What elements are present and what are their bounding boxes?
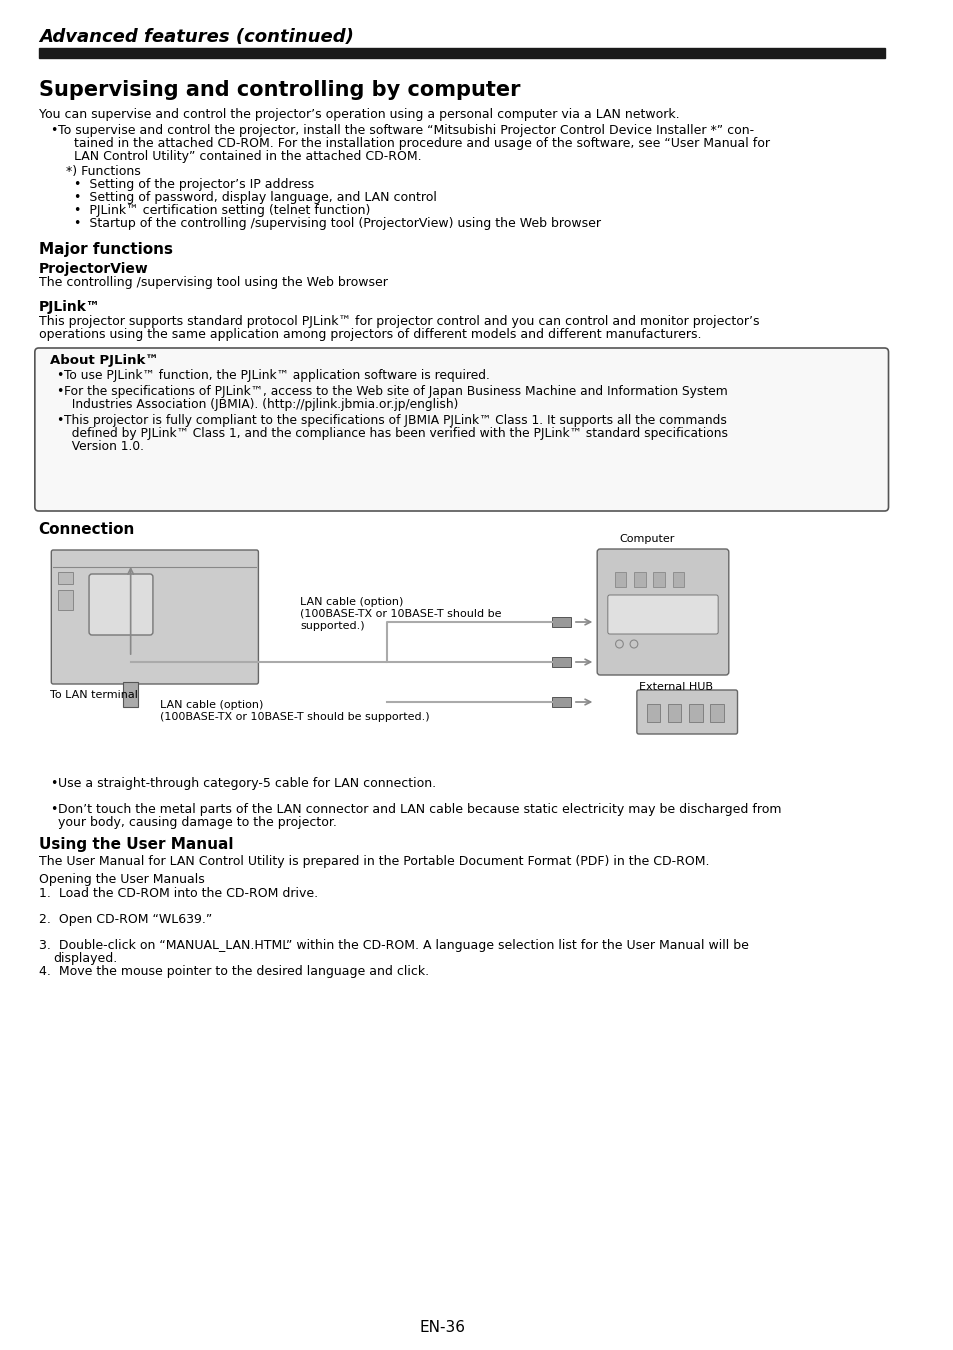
Bar	[653, 572, 664, 587]
Text: You can supervise and control the projector’s operation using a personal compute: You can supervise and control the projec…	[39, 108, 679, 122]
Text: •  PJLink™ certification setting (telnet function): • PJLink™ certification setting (telnet …	[73, 204, 370, 217]
FancyBboxPatch shape	[597, 549, 728, 675]
Bar	[58, 590, 72, 610]
Text: Connection: Connection	[39, 522, 135, 537]
Text: To use PJLink™ function, the PJLink™ application software is required.: To use PJLink™ function, the PJLink™ app…	[64, 369, 489, 382]
Text: 2.  Open CD-ROM “WL639.”: 2. Open CD-ROM “WL639.”	[39, 913, 212, 926]
Text: External HUB: External HUB	[639, 682, 712, 693]
Text: To LAN terminal: To LAN terminal	[51, 690, 138, 701]
Bar	[614, 572, 625, 587]
Bar	[672, 572, 683, 587]
Text: your body, causing damage to the projector.: your body, causing damage to the project…	[58, 815, 336, 829]
Text: About PJLink™: About PJLink™	[51, 354, 159, 367]
Bar	[667, 703, 680, 722]
Text: Version 1.0.: Version 1.0.	[64, 440, 144, 454]
Text: This projector supports standard protocol PJLink™ for projector control and you : This projector supports standard protoco…	[39, 315, 759, 328]
Text: Opening the User Manuals: Opening the User Manuals	[39, 873, 204, 886]
Text: tained in the attached CD-ROM. For the installation procedure and usage of the s: tained in the attached CD-ROM. For the i…	[58, 136, 769, 150]
Text: •  Startup of the controlling /supervising tool (ProjectorView) using the Web br: • Startup of the controlling /supervisin…	[73, 217, 600, 230]
Text: *) Functions: *) Functions	[66, 165, 140, 178]
Text: 4.  Move the mouse pointer to the desired language and click.: 4. Move the mouse pointer to the desired…	[39, 965, 429, 977]
Text: PJLink™: PJLink™	[39, 300, 100, 315]
Text: •: •	[56, 385, 64, 398]
Text: defined by PJLink™ Class 1, and the compliance has been verified with the PJLink: defined by PJLink™ Class 1, and the comp…	[64, 427, 727, 440]
Text: •: •	[56, 414, 64, 427]
Text: Using the User Manual: Using the User Manual	[39, 837, 233, 852]
Bar	[551, 657, 571, 667]
Text: Industries Association (JBMIA). (http://pjlink.jbmia.or.jp/english): Industries Association (JBMIA). (http://…	[64, 398, 457, 410]
Bar	[646, 703, 659, 722]
FancyBboxPatch shape	[35, 348, 887, 512]
Text: The User Manual for LAN Control Utility is prepared in the Portable Document For: The User Manual for LAN Control Utility …	[39, 855, 708, 868]
FancyBboxPatch shape	[637, 690, 737, 734]
Text: To supervise and control the projector, install the software “Mitsubishi Project: To supervise and control the projector, …	[58, 124, 754, 136]
Text: Advanced features (continued): Advanced features (continued)	[39, 28, 354, 46]
Text: •: •	[56, 369, 64, 382]
Text: supported.): supported.)	[300, 621, 364, 630]
Text: For the specifications of PJLink™, access to the Web site of Japan Business Mach: For the specifications of PJLink™, acces…	[64, 385, 727, 398]
Text: Don’t touch the metal parts of the LAN connector and LAN cable because static el: Don’t touch the metal parts of the LAN c…	[58, 803, 781, 815]
Text: operations using the same application among projectors of different models and d: operations using the same application am…	[39, 328, 700, 342]
Text: •: •	[51, 803, 57, 815]
Text: The controlling /supervising tool using the Web browser: The controlling /supervising tool using …	[39, 275, 387, 289]
Text: 1.  Load the CD-ROM into the CD-ROM drive.: 1. Load the CD-ROM into the CD-ROM drive…	[39, 887, 317, 900]
Text: Major functions: Major functions	[39, 242, 172, 256]
Bar	[710, 703, 723, 722]
Text: •  Setting of the projector’s IP address: • Setting of the projector’s IP address	[73, 178, 314, 190]
FancyBboxPatch shape	[607, 595, 718, 634]
Bar	[58, 572, 72, 585]
Text: •: •	[51, 778, 57, 790]
Text: Use a straight-through category-5 cable for LAN connection.: Use a straight-through category-5 cable …	[58, 778, 436, 790]
Text: (100BASE-TX or 10BASE-T should be: (100BASE-TX or 10BASE-T should be	[300, 609, 501, 620]
Bar	[634, 572, 645, 587]
Bar	[551, 697, 571, 707]
Bar	[688, 703, 702, 722]
Text: ProjectorView: ProjectorView	[39, 262, 149, 275]
Text: Supervising and controlling by computer: Supervising and controlling by computer	[39, 80, 519, 100]
Text: LAN Control Utility” contained in the attached CD-ROM.: LAN Control Utility” contained in the at…	[58, 150, 421, 163]
Text: (100BASE-TX or 10BASE-T should be supported.): (100BASE-TX or 10BASE-T should be suppor…	[159, 711, 429, 722]
Text: 3.  Double-click on “MANUAL_LAN.HTML” within the CD-ROM. A language selection li: 3. Double-click on “MANUAL_LAN.HTML” wit…	[39, 940, 748, 952]
Text: LAN cable (option): LAN cable (option)	[159, 701, 263, 710]
Bar	[551, 617, 571, 626]
Text: LAN cable (option): LAN cable (option)	[300, 597, 403, 608]
Text: •  Setting of password, display language, and LAN control: • Setting of password, display language,…	[73, 190, 436, 204]
Text: Computer: Computer	[618, 535, 674, 544]
Bar	[123, 682, 138, 707]
FancyBboxPatch shape	[89, 574, 152, 634]
Bar	[39, 49, 883, 58]
FancyBboxPatch shape	[51, 549, 258, 684]
Text: displayed.: displayed.	[53, 952, 117, 965]
Text: •: •	[51, 124, 57, 136]
Text: EN-36: EN-36	[419, 1320, 465, 1335]
Text: This projector is fully compliant to the specifications of JBMIA PJLink™ Class 1: This projector is fully compliant to the…	[64, 414, 726, 427]
